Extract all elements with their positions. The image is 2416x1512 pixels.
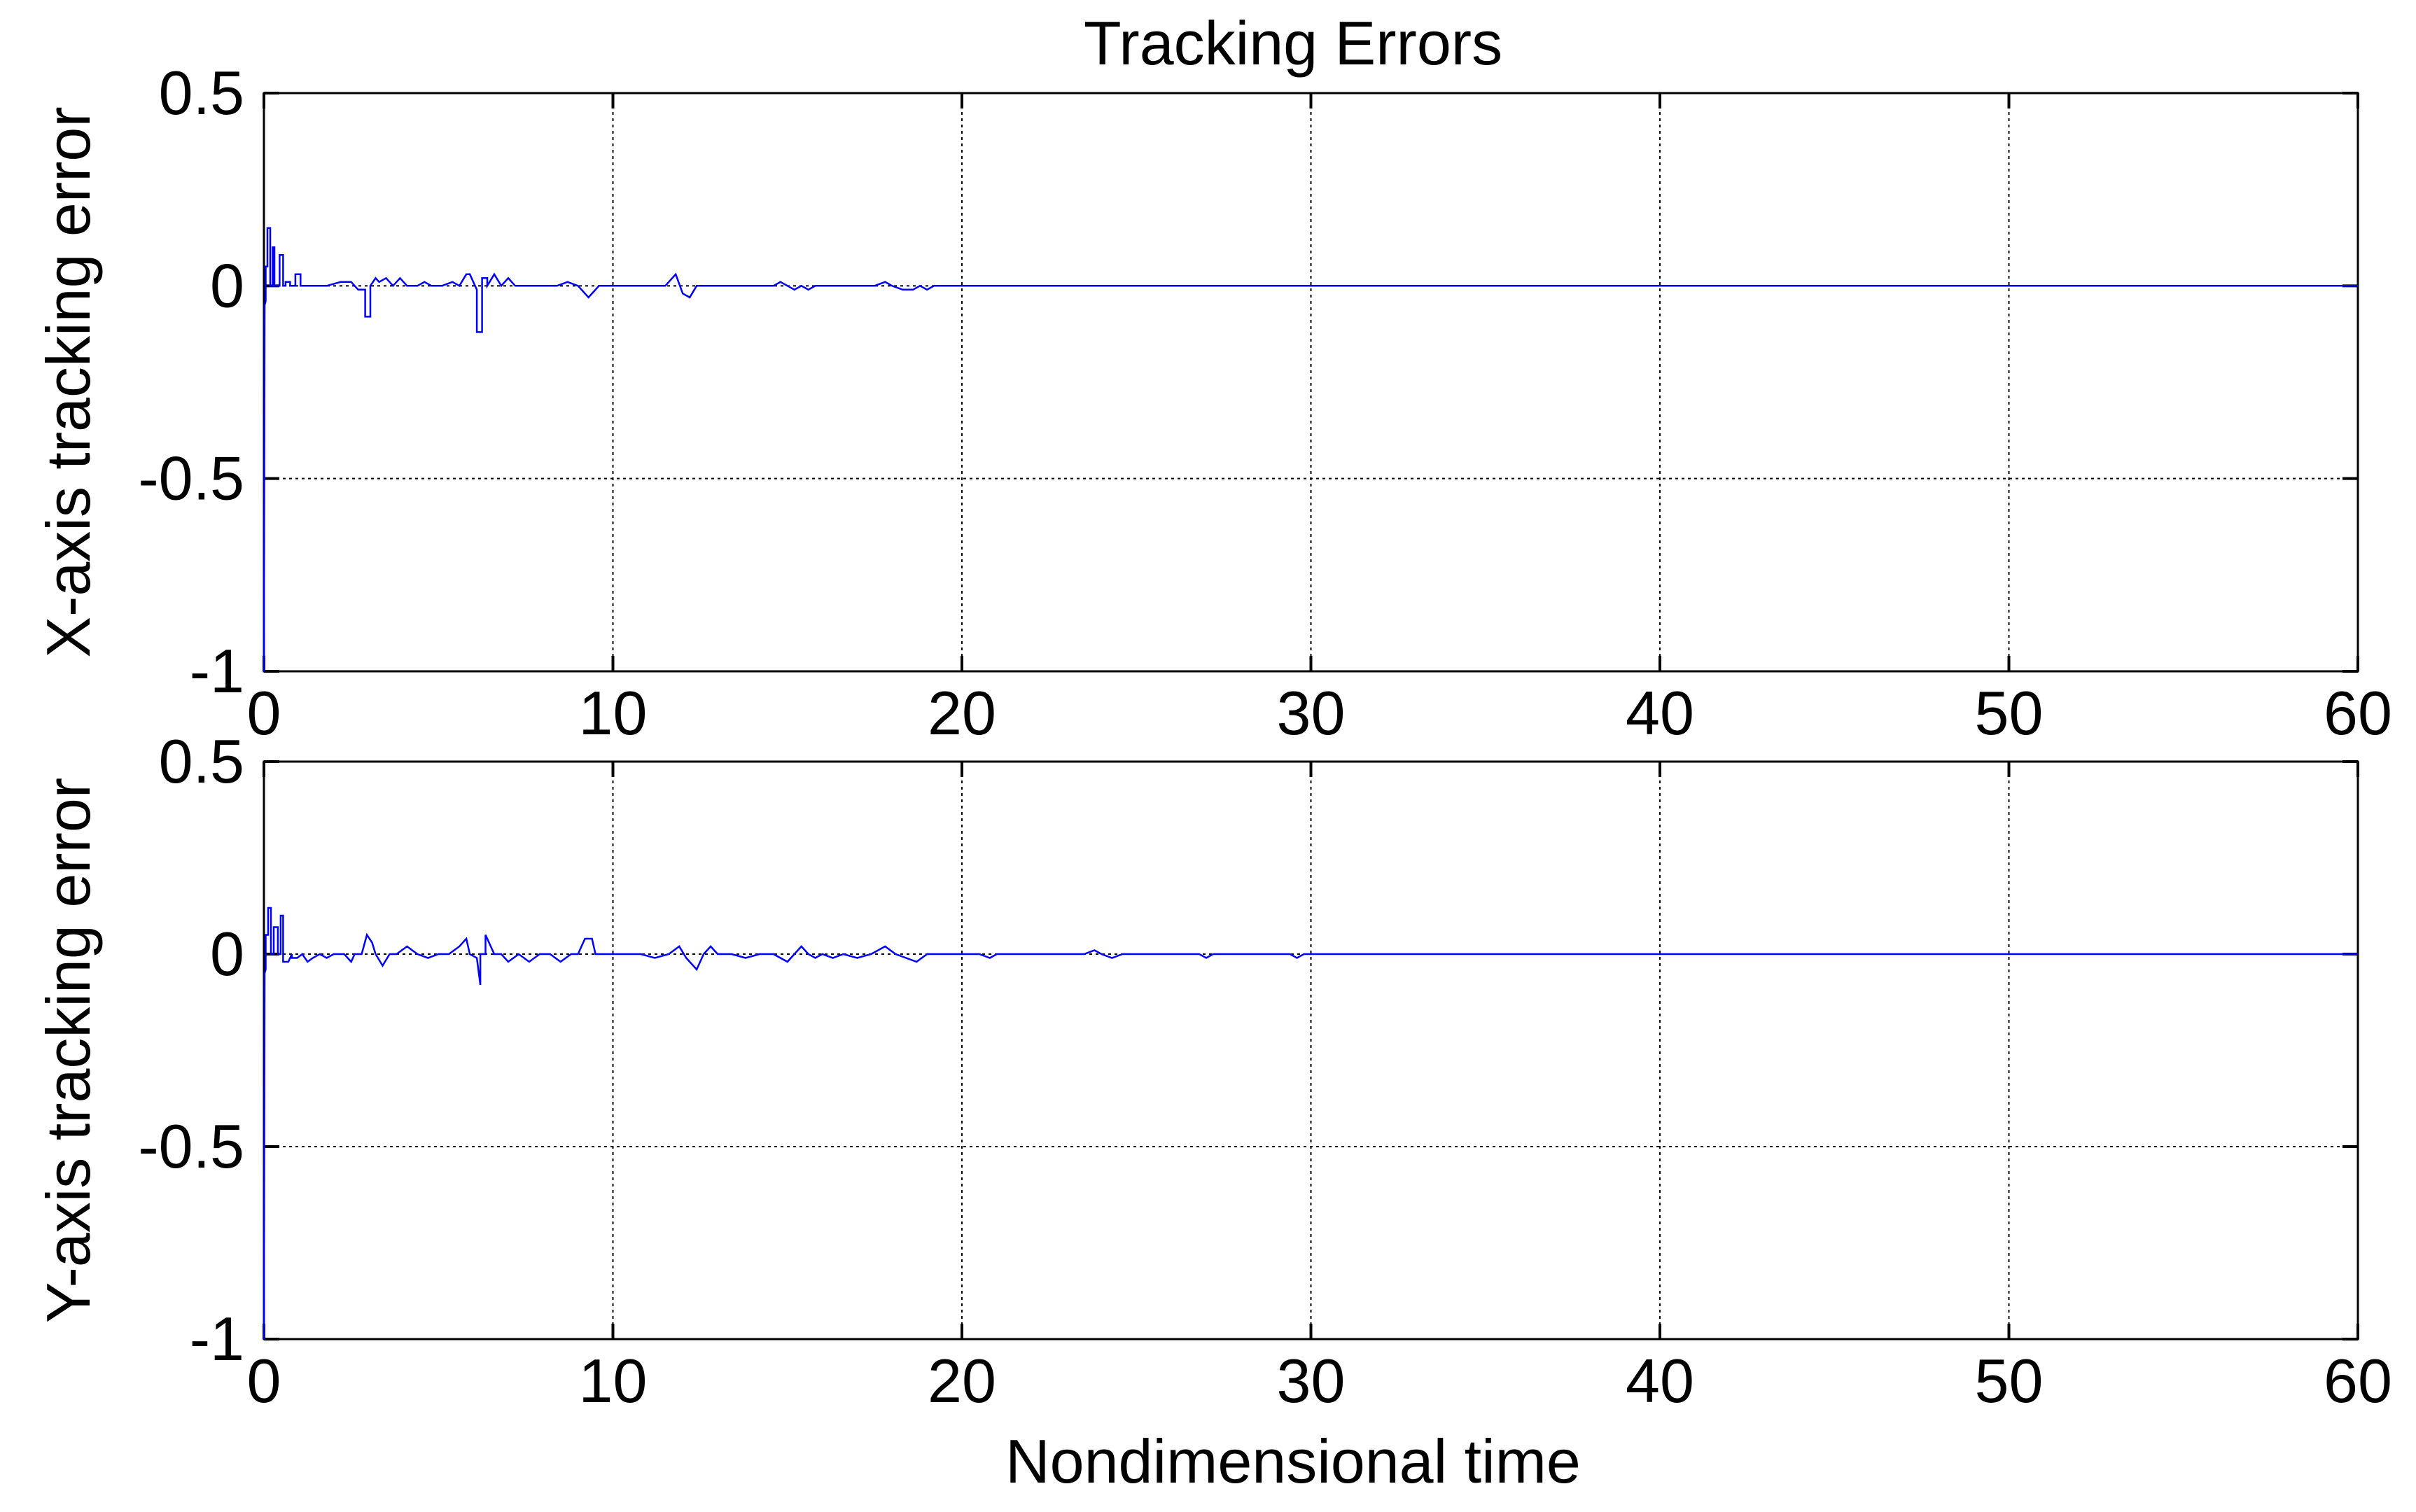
y-tick-label: -0.5 bbox=[138, 1112, 244, 1181]
y-tick-label: 0.5 bbox=[159, 727, 244, 796]
x-tick-label: 60 bbox=[2324, 1346, 2392, 1415]
y-tick-label: -1 bbox=[190, 636, 244, 706]
y-tick-label: 0 bbox=[210, 919, 244, 988]
x-error-panel: 0 10 20 30 40 50 60 0.5 0 -0.5 -1 X-axis tracking e… bbox=[34, 58, 2392, 748]
y-axis-label: Y-axis tracking error bbox=[34, 778, 103, 1323]
y-tick-label: -1 bbox=[190, 1304, 244, 1373]
x-tick-label: 0 bbox=[247, 1346, 281, 1415]
x-tick-label: 20 bbox=[928, 1346, 996, 1415]
x-tick-label: 20 bbox=[928, 678, 996, 748]
y-error-panel: 0 10 20 30 40 50 60 0.5 0 -0.5 -1 Y-axis tracking e… bbox=[34, 727, 2392, 1415]
error-series-line bbox=[263, 227, 2358, 672]
x-tick-label: 10 bbox=[579, 678, 648, 748]
y-tick-label: -0.5 bbox=[138, 444, 244, 513]
x-tick-label: 30 bbox=[1277, 1346, 1346, 1415]
x-axis-label: Nondimensional time bbox=[1005, 1427, 1581, 1496]
chart-title: Tracking Errors bbox=[1084, 8, 1502, 78]
y-tick-label: 0 bbox=[210, 251, 244, 320]
x-tick-label: 10 bbox=[579, 1346, 648, 1415]
x-tick-label: 50 bbox=[1975, 678, 2044, 748]
x-tick-label: 30 bbox=[1277, 678, 1346, 748]
x-tick-label: 0 bbox=[247, 678, 281, 748]
error-series-line bbox=[263, 906, 2358, 1340]
y-axis-label: X-axis tracking error bbox=[34, 106, 103, 657]
x-tick-label: 60 bbox=[2324, 678, 2392, 748]
y-tick-label: 0.5 bbox=[159, 58, 244, 127]
x-tick-label: 40 bbox=[1626, 1346, 1694, 1415]
x-tick-label: 40 bbox=[1626, 678, 1694, 748]
x-tick-label: 50 bbox=[1975, 1346, 2044, 1415]
